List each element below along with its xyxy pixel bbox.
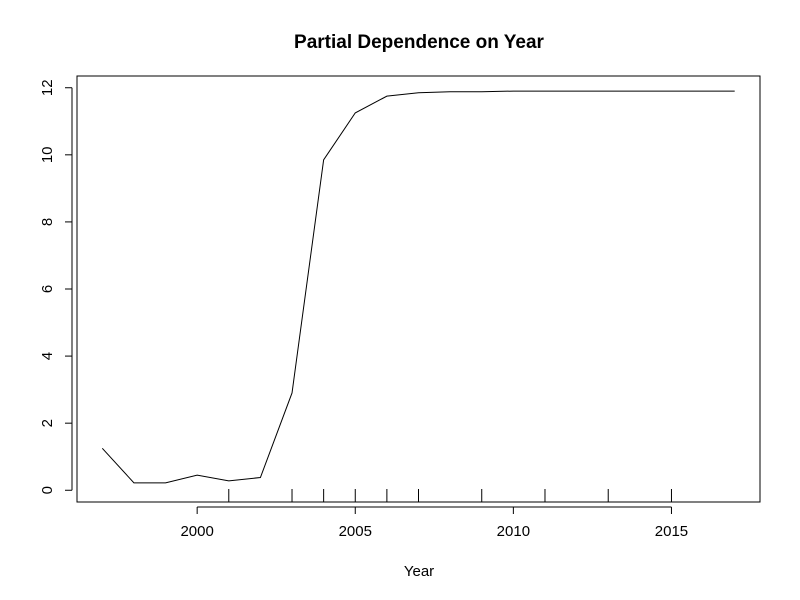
x-tick-label: 2000 [180, 523, 213, 540]
y-axis: 0 2 4 6 8 10 12 [39, 79, 73, 494]
x-axis-label: Year [404, 563, 434, 580]
y-tick-label: 12 [39, 79, 56, 96]
y-tick-label: 4 [39, 352, 56, 360]
x-tick-label: 2005 [339, 523, 372, 540]
y-tick-label: 2 [39, 419, 56, 427]
y-tick-label: 10 [39, 146, 56, 163]
y-tick-label: 8 [39, 218, 56, 226]
x-tick-label: 2015 [655, 523, 688, 540]
series-line [101, 90, 735, 484]
x-axis: 2000 2005 2010 2015 [180, 506, 688, 540]
plot-frame [76, 75, 761, 503]
rug-marks [228, 489, 672, 502]
chart-title: Partial Dependence on Year [294, 32, 545, 53]
y-tick-label: 6 [39, 285, 56, 293]
series-group [101, 90, 735, 484]
x-tick-label: 2010 [497, 523, 530, 540]
y-tick-label: 0 [39, 486, 56, 494]
